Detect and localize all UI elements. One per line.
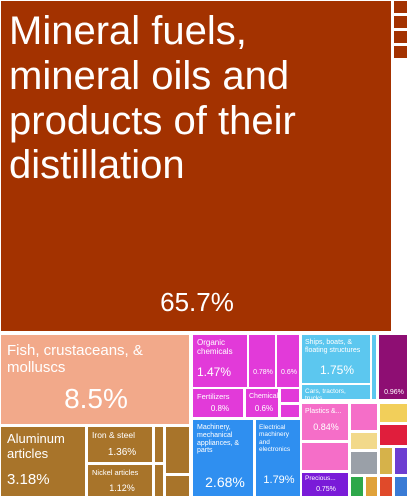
cell-label: Mineral fuels, mineral oils and products…: [9, 9, 296, 188]
cell-label: Fish, crustaceans, & molluscs: [7, 342, 143, 376]
treemap-small-cell[interactable]: [301, 442, 349, 471]
cell-label: Nickel articles: [92, 468, 139, 477]
treemap-cell-cars[interactable]: Cars, tractors, trucks...: [301, 384, 371, 400]
treemap-cell-fertilizers[interactable]: Fertilizers 0.8%: [192, 388, 244, 418]
cell-value: 8.5%: [64, 383, 128, 414]
cell-label: Ships, boats, & floating structures: [305, 339, 361, 354]
treemap-small-cell[interactable]: [379, 424, 408, 446]
treemap-cell-machinery[interactable]: Machinery, mechanical appliances, & part…: [192, 419, 254, 497]
treemap-small-cell[interactable]: [393, 30, 408, 44]
treemap-small-cell[interactable]: [379, 403, 408, 423]
treemap-cell-mineral-fuels[interactable]: Mineral fuels, mineral oils and products…: [0, 0, 392, 332]
cell-label: Iron & steel: [92, 430, 135, 440]
cell-label: Precious...: [305, 475, 336, 482]
treemap-small-cell[interactable]: [379, 476, 393, 497]
treemap-small-cell[interactable]: [394, 447, 408, 475]
treemap-cell-aluminum[interactable]: Aluminum articles 3.18%: [0, 426, 86, 497]
cell-value: 1.47%: [197, 365, 232, 379]
treemap-cell-ships[interactable]: Ships, boats, & floating structures 1.75%: [301, 334, 371, 384]
cell-value: 1.79%: [263, 474, 295, 486]
treemap-cell-nickel[interactable]: Nickel articles 1.12%: [87, 464, 153, 497]
treemap-small-cell[interactable]: [365, 476, 378, 497]
treemap-cell-electrical[interactable]: Electrical machinery and electronics 1.79…: [255, 419, 301, 497]
cell-label: Cars, tractors, trucks...: [305, 388, 346, 400]
treemap-small-cell[interactable]: [350, 403, 378, 431]
treemap-cell-plastics[interactable]: Plastics &... 0.84%: [301, 403, 349, 441]
cell-label: Machinery, mechanical appliances, & part…: [197, 424, 240, 455]
cell-value: 1.12%: [109, 483, 135, 493]
cell-value: 0.75%: [316, 486, 336, 493]
cell-value: 0.96%: [384, 389, 404, 396]
treemap-small-cell[interactable]: [393, 45, 408, 59]
treemap-cell-purple-096[interactable]: 0.96%: [378, 334, 408, 400]
treemap-small-cell[interactable]: [165, 475, 190, 497]
treemap-small-cell[interactable]: [393, 15, 408, 29]
cell-label: Organic chemicals: [197, 338, 233, 356]
cell-label: Aluminum articles: [7, 431, 65, 461]
cell-value: 3.18%: [7, 471, 50, 488]
cell-value: 1.75%: [319, 363, 355, 377]
treemap-cell-organic-chem[interactable]: Organic chemicals 1.47%: [192, 334, 248, 388]
cell-value: 0.8%: [210, 404, 230, 413]
cell-label: Plastics &...: [305, 408, 342, 415]
treemap-small-cell[interactable]: [280, 388, 300, 403]
treemap-small-cell[interactable]: [165, 426, 190, 474]
treemap-small-cell[interactable]: [280, 404, 300, 418]
cell-value: 0.6%: [254, 404, 274, 413]
cell-value: 1.36%: [107, 447, 137, 458]
treemap-cell-fish[interactable]: Fish, crustaceans, & molluscs 8.5%: [0, 334, 190, 425]
treemap-small-cell[interactable]: [154, 464, 164, 497]
treemap-small-cell[interactable]: [154, 426, 164, 463]
cell-label: Fertilizers: [197, 392, 230, 401]
cell-label: Electrical machinery and electronics: [259, 424, 291, 453]
treemap-small-cell[interactable]: [371, 334, 377, 400]
treemap-small-cell[interactable]: [350, 432, 378, 450]
treemap-cell-iron-steel[interactable]: Iron & steel 1.36%: [87, 426, 153, 463]
treemap-small-cell[interactable]: [350, 451, 378, 475]
treemap-cell-precious[interactable]: Precious... 0.75%: [301, 472, 349, 497]
treemap-small-cell[interactable]: [379, 447, 393, 475]
treemap-small-cell[interactable]: [394, 476, 408, 497]
cell-value: 0.84%: [313, 422, 339, 432]
treemap-cell-chemical-small[interactable]: Chemical... 0.6%: [245, 388, 279, 418]
cell-label: Chemical...: [249, 393, 279, 400]
cell-value: 0.78%: [253, 369, 273, 376]
cell-value: 2.68%: [205, 474, 245, 490]
treemap-small-cell[interactable]: [350, 476, 364, 497]
treemap-cell-oils[interactable]: 0.6%: [276, 334, 300, 388]
cell-value: 0.6%: [281, 369, 297, 376]
treemap-cell-chem-078[interactable]: 0.78%: [248, 334, 276, 388]
treemap-small-cell[interactable]: [393, 0, 408, 14]
cell-value: 65.7%: [160, 287, 234, 317]
